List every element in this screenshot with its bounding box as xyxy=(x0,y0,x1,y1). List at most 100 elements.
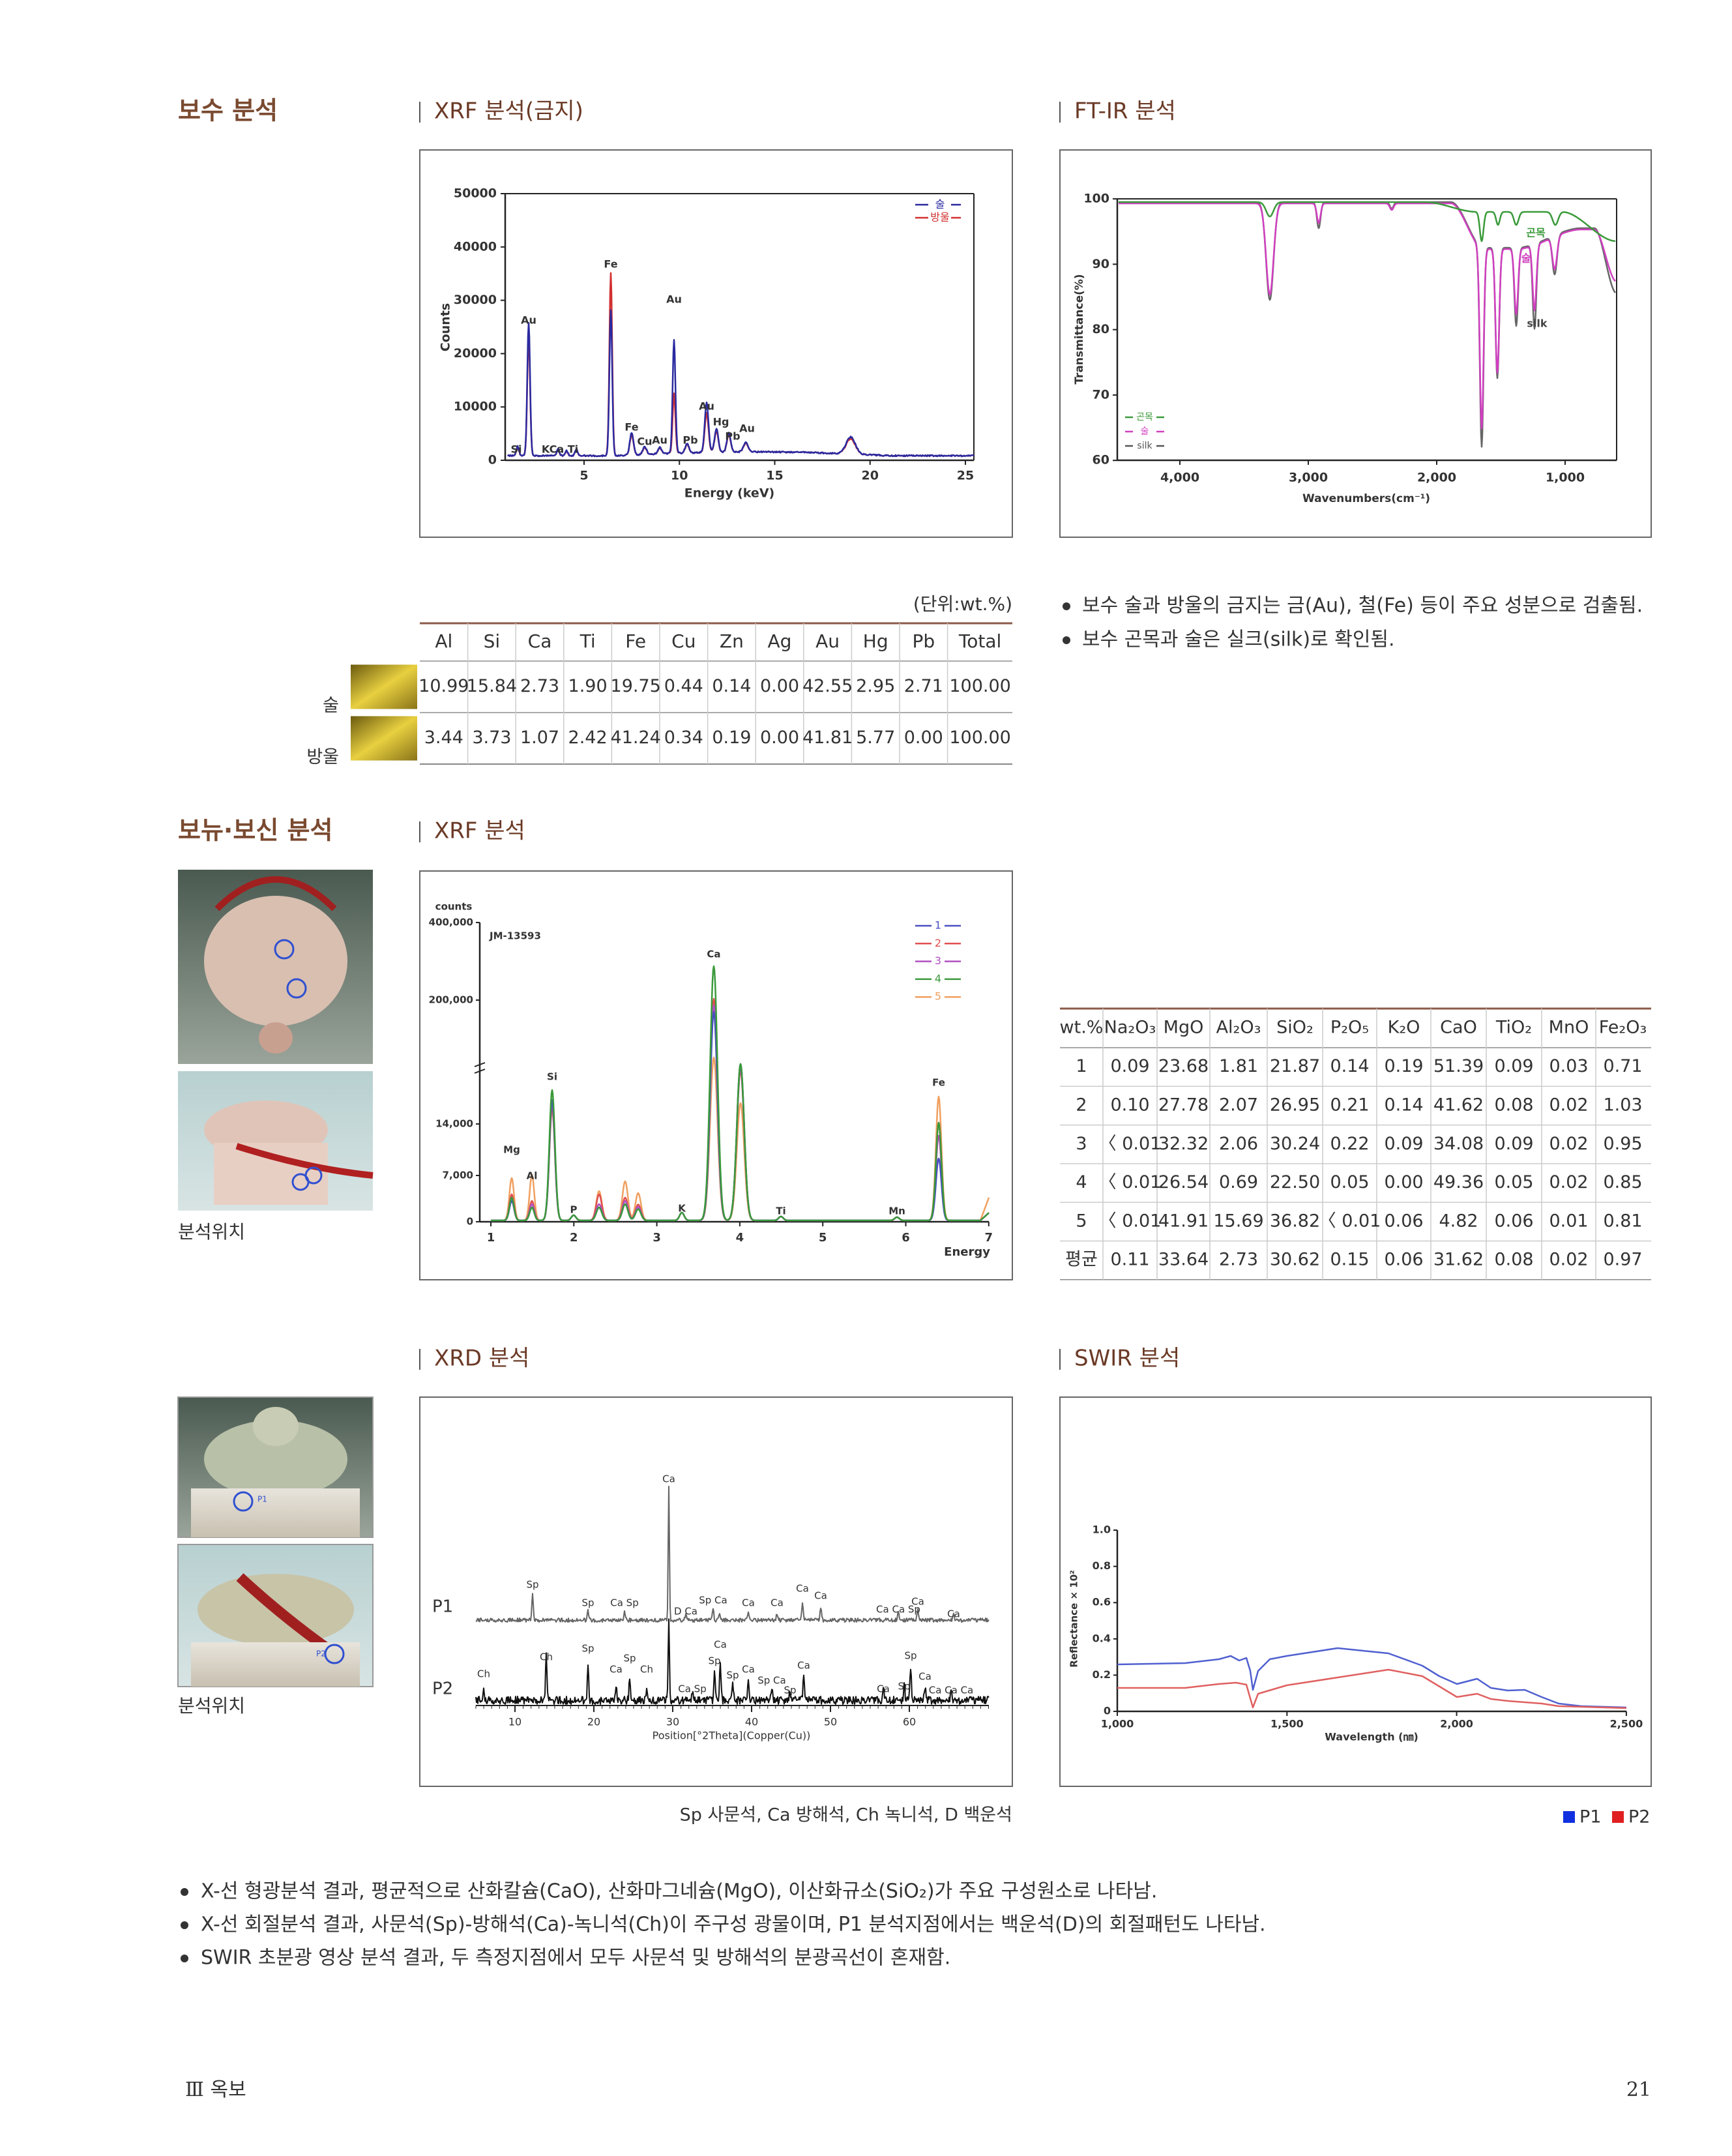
table-cell: 2.95 xyxy=(856,676,895,696)
legend-label: 1 xyxy=(935,919,941,932)
table-cell: 0.09 xyxy=(1494,1134,1533,1154)
legend-label: 술 xyxy=(1141,426,1149,437)
peak-label: Ca xyxy=(796,1583,809,1595)
x-tick-label: 5 xyxy=(819,1231,827,1245)
table-cell: 1 xyxy=(1076,1056,1087,1076)
table-cell: 0.02 xyxy=(1549,1172,1588,1192)
table-header: Al₂O₃ xyxy=(1216,1018,1261,1038)
table-cell: 0.02 xyxy=(1549,1250,1588,1270)
xrf-chart: 50000 40000 30000 20000 10000 0 5 10 15 20 25 Count… xyxy=(419,149,1013,538)
table-cell: 100.00 xyxy=(949,728,1010,748)
y-tick-label: 7,000 xyxy=(443,1170,473,1181)
peak-label: Ca Ca Ca xyxy=(929,1685,974,1696)
table-header: MnO xyxy=(1549,1018,1589,1038)
sample-thumbnail xyxy=(351,664,417,709)
point-label: P2 xyxy=(316,1649,326,1659)
peak-label: Sp xyxy=(581,1643,594,1655)
x-tick-label: 3,000 xyxy=(1289,471,1328,485)
row-label: 방울 xyxy=(306,747,339,767)
turtle-body xyxy=(204,1420,347,1498)
y-tick-label: 14,000 xyxy=(435,1118,473,1130)
peak-label: Ch xyxy=(477,1668,490,1680)
photo-side xyxy=(178,1071,374,1211)
unit-note: (단위:wt.%) xyxy=(913,593,1012,615)
bullet xyxy=(1063,602,1070,610)
footer-chapter: Ⅲ 옥보 xyxy=(185,2078,246,2101)
curve-label: silk xyxy=(1527,317,1547,330)
table-header: Ca xyxy=(528,630,552,652)
bullet xyxy=(1063,636,1070,644)
table-cell: 0.09 xyxy=(1110,1056,1149,1076)
legend-swatch xyxy=(1612,1811,1624,1823)
x-tick-label: 1,500 xyxy=(1270,1718,1304,1730)
y-tick-label: 0.6 xyxy=(1093,1596,1111,1608)
subsection-title: XRF 분석 xyxy=(434,818,525,844)
peak-label: Mn xyxy=(888,1205,905,1217)
peak-label: Ca xyxy=(742,1664,755,1676)
x-tick-label: 2 xyxy=(570,1231,578,1245)
peak-label: Ca xyxy=(814,1590,827,1602)
analysis-point xyxy=(286,978,307,999)
y-tick-label: 70 xyxy=(1093,387,1109,402)
peak-label: Sp xyxy=(526,1579,538,1591)
row-label: 술 xyxy=(323,696,339,716)
table-header: MgO xyxy=(1164,1018,1204,1038)
photo-top xyxy=(178,870,373,1064)
mineral-key: Sp 사문석, Ca 방해석, Ch 녹니석, D 백운석 xyxy=(680,1805,1012,1825)
table-cell: 0.95 xyxy=(1603,1134,1642,1154)
table-cell: 23.68 xyxy=(1158,1056,1209,1076)
section-title: 보수 분석 xyxy=(178,96,278,125)
x-axis-label: Position[°2Theta](Copper(Cu)) xyxy=(653,1730,811,1742)
peak-label: Fe xyxy=(624,421,638,434)
table-cell: 30.62 xyxy=(1270,1250,1320,1270)
peak-label: Sp Ca xyxy=(699,1595,727,1606)
axis-break xyxy=(474,1069,486,1074)
peak-label: Al xyxy=(527,1170,538,1182)
peak-label: Sp xyxy=(898,1681,910,1692)
peak-label: Si xyxy=(510,443,521,456)
x-tick-label: 10 xyxy=(508,1716,521,1728)
y-tick-label: 0 xyxy=(1104,1705,1111,1717)
y-tick-label: 30000 xyxy=(454,293,497,307)
table-header: Na₂O₃ xyxy=(1104,1018,1156,1038)
table-cell: 2.71 xyxy=(904,676,943,696)
spectrum xyxy=(1117,1647,1627,1709)
note: 보수 곤목과 술은 실크(silk)로 확인됨. xyxy=(1082,628,1395,651)
table-cell: 34.08 xyxy=(1433,1134,1484,1154)
table-cell: 27.78 xyxy=(1158,1095,1209,1115)
y-axis-label: Transmittance(%) xyxy=(1073,274,1086,384)
table-cell: 15.69 xyxy=(1213,1211,1263,1231)
table-cell: 51.39 xyxy=(1433,1056,1484,1076)
peak-label: Ca xyxy=(947,1608,960,1620)
table-cell: 0.09 xyxy=(1494,1056,1533,1076)
table-cell: 42.55 xyxy=(802,676,853,696)
y-tick-label: 1.0 xyxy=(1093,1524,1111,1536)
peak-label: Ca Ca Sp xyxy=(876,1604,920,1616)
y-tick-label: 60 xyxy=(1093,453,1109,467)
table-cell: 0.00 xyxy=(904,728,943,748)
legend-label: 2 xyxy=(935,937,941,949)
table-cell: 41.24 xyxy=(611,728,661,748)
subsection-title: FT-IR 분석 xyxy=(1074,98,1176,125)
subsection-title: XRF 분석(금지) xyxy=(434,98,583,125)
photo-p1: P1 xyxy=(177,1396,374,1538)
curve-label: 곤목 xyxy=(1526,227,1546,239)
analysis-point xyxy=(274,939,295,960)
x-axis-label: Energy (keV) xyxy=(684,486,774,501)
y-tick-label: 0.4 xyxy=(1093,1632,1111,1644)
legend-label: 5 xyxy=(935,990,941,1003)
table-cell: 21.87 xyxy=(1270,1056,1320,1076)
seal-base xyxy=(191,1488,360,1537)
table-header: wt.% xyxy=(1060,1018,1104,1038)
table-cell: 2.07 xyxy=(1219,1095,1258,1115)
x-tick-label: 30 xyxy=(666,1716,679,1728)
table-cell: 0.85 xyxy=(1603,1172,1642,1192)
y-tick-label: 0.2 xyxy=(1093,1668,1111,1681)
swir-chart: 1.0 0.8 0.6 0.4 0.2 01,000 1,500 2,000 2,500 Refl… xyxy=(1059,1396,1652,1787)
x-tick-label: 20 xyxy=(587,1716,600,1728)
table-cell: 0.44 xyxy=(664,676,703,696)
peak-label: Au xyxy=(699,400,714,413)
table-header: Cu xyxy=(671,630,696,652)
y-tick-label: 0.8 xyxy=(1093,1559,1111,1572)
